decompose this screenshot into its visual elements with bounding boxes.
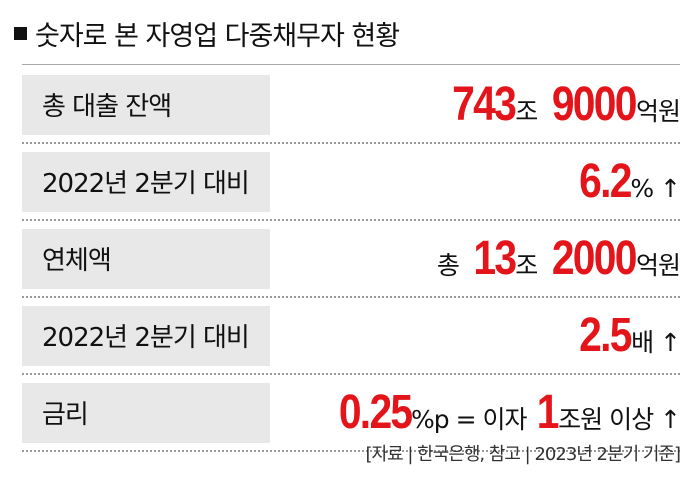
value-number: 743	[452, 78, 517, 131]
value-unit: 배 ↑	[631, 328, 681, 357]
value-unit: %p = 이자	[411, 405, 534, 434]
value-unit: 조	[515, 97, 538, 126]
value-number: 13	[473, 232, 517, 285]
source: [자료 | 한국은행, 참고 | 2023년 2분기 기준]	[365, 444, 681, 465]
row: 총 대출 잔액 743 조 9000 억원	[22, 67, 681, 144]
row-value: 2.5 배 ↑	[570, 308, 681, 363]
title-bullet	[14, 27, 27, 40]
value-number: 6.2	[578, 155, 632, 208]
value-unit: 억원	[635, 251, 681, 280]
title-block: 숫자로 본 자영업 다중채무자 현황	[14, 14, 400, 53]
row-value: 6.2% ↑	[570, 154, 681, 209]
row: 금리 0.25 %p = 이자 1 조원 이상 ↑	[22, 375, 681, 452]
value-number: 0.25	[338, 386, 412, 439]
table: 총 대출 잔액 743 조 9000 억원 2022년 2분기 대비 6.2% ↑ 연체액 총 …	[22, 67, 681, 452]
row-label: 금리	[22, 382, 270, 443]
row-label: 연체액	[22, 228, 270, 289]
value-unit: % ↑	[630, 174, 681, 203]
row-value: 총 13 조 2000 억원	[436, 231, 681, 286]
row-value: 743 조 9000 억원	[441, 77, 681, 132]
row-label: 2022년 2분기 대비	[22, 151, 270, 212]
value-number: 1	[537, 386, 560, 439]
value-number: 9000	[552, 78, 638, 131]
row-label: 총 대출 잔액	[22, 74, 270, 135]
divider	[22, 64, 680, 65]
row: 2022년 2분기 대비 6.2% ↑	[22, 144, 681, 221]
value-unit: 조	[515, 251, 538, 280]
title: 숫자로 본 자영업 다중채무자 현황	[35, 21, 400, 52]
value-number: 2000	[552, 232, 638, 285]
value-unit: 억원	[635, 97, 681, 126]
value-unit: 조원 이상 ↑	[558, 405, 681, 434]
row: 2022년 2분기 대비 2.5 배 ↑	[22, 298, 681, 375]
row-label: 2022년 2분기 대비	[22, 305, 270, 366]
row-value: 0.25 %p = 이자 1 조원 이상 ↑	[326, 385, 681, 440]
row: 연체액 총 13 조 2000 억원	[22, 221, 681, 298]
value-number: 2.5	[579, 309, 632, 362]
value-unit: 총	[436, 251, 466, 280]
